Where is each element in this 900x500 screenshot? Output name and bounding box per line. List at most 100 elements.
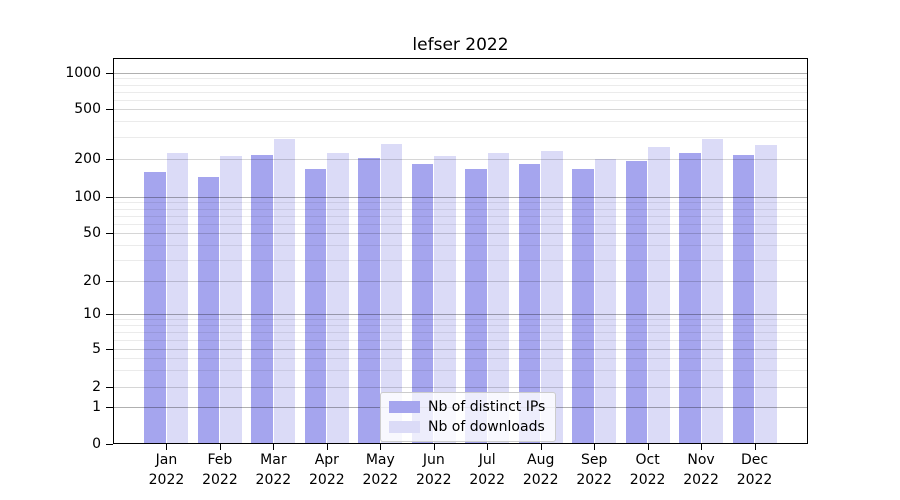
gridline — [114, 314, 807, 315]
bar-distinct-ips-dec — [732, 155, 755, 443]
bar-distinct-ips-jul — [465, 168, 487, 443]
x-tick-label: Dec 2022 — [723, 450, 787, 490]
y-tick — [106, 387, 113, 388]
y-tick-label: 100 — [74, 189, 101, 205]
y-tick — [106, 197, 113, 198]
bar-distinct-ips-may — [358, 157, 380, 443]
bar-distinct-ips-nov — [679, 153, 701, 443]
x-tick — [594, 444, 596, 450]
bar-downloads-aug — [541, 150, 563, 443]
bar-downloads-mar — [273, 139, 296, 443]
x-tick-label-month: May — [365, 452, 395, 468]
x-tick — [701, 444, 703, 450]
chart-title: lefser 2022 — [412, 35, 509, 55]
y-tick-label: 50 — [83, 225, 101, 241]
x-tick — [487, 444, 489, 450]
x-tick-label-month: Aug — [527, 452, 555, 468]
y-tick — [106, 233, 113, 234]
x-tick-label-month: Sep — [580, 452, 608, 468]
x-tick-label-year: 2022 — [522, 472, 559, 488]
x-tick — [540, 444, 542, 450]
x-tick-label: Feb 2022 — [188, 450, 252, 490]
x-tick-label-year: 2022 — [736, 472, 773, 488]
x-tick-label-month: Apr — [314, 452, 339, 468]
x-tick-label-month: Oct — [635, 452, 660, 468]
x-tick-label: May 2022 — [348, 450, 412, 490]
bar-downloads-dec — [755, 144, 777, 443]
gridline — [114, 387, 807, 388]
x-tick-label: Mar 2022 — [241, 450, 305, 490]
y-tick-label: 20 — [83, 273, 101, 289]
x-tick-label: Oct 2022 — [616, 450, 680, 490]
x-tick-label: Sep 2022 — [562, 450, 626, 490]
bar-distinct-ips-oct — [625, 160, 648, 443]
bar-downloads-apr — [327, 153, 349, 443]
gridline — [114, 136, 807, 138]
gridline — [114, 109, 807, 110]
x-tick-label-year: 2022 — [255, 472, 292, 488]
x-tick-label: Jul 2022 — [455, 450, 519, 490]
y-tick — [106, 281, 113, 282]
gridline — [114, 339, 807, 341]
x-tick — [326, 444, 328, 450]
gridline — [114, 202, 807, 204]
legend-label-distinct-ips: Nb of distinct IPs — [428, 399, 546, 415]
x-tick-label: Jan 2022 — [134, 450, 198, 490]
gridline — [114, 208, 807, 210]
x-tick-label-year: 2022 — [202, 472, 238, 488]
y-tick — [106, 407, 113, 408]
x-tick-label-year: 2022 — [415, 472, 452, 488]
y-tick-label: 1 — [92, 399, 101, 415]
legend-item-downloads: Nb of downloads — [389, 419, 545, 435]
x-tick-label-year: 2022 — [683, 472, 719, 488]
x-tick — [754, 444, 756, 450]
gridline — [114, 223, 807, 225]
x-tick-label-month: Mar — [260, 452, 287, 468]
y-tick-label: 200 — [74, 151, 101, 167]
gridline — [114, 259, 807, 261]
gridline — [114, 73, 807, 74]
bar-downloads-may — [380, 144, 403, 443]
x-tick — [273, 444, 275, 450]
x-tick-label: Nov 2022 — [669, 450, 733, 490]
gridline — [114, 370, 807, 372]
gridline — [114, 325, 807, 327]
legend-label-downloads: Nb of downloads — [428, 419, 545, 435]
gridline — [114, 84, 807, 86]
gridline — [114, 244, 807, 246]
x-tick-label-year: 2022 — [148, 472, 185, 488]
gridline — [114, 233, 807, 234]
legend-swatch-distinct-ips — [389, 401, 420, 413]
bar-distinct-ips-mar — [251, 154, 273, 443]
gridline — [114, 91, 807, 93]
bar-downloads-sep — [594, 159, 617, 443]
x-tick-label-year: 2022 — [576, 472, 612, 488]
x-tick — [380, 444, 382, 450]
gridline — [114, 197, 807, 198]
gridline — [114, 99, 807, 101]
bar-downloads-nov — [701, 138, 724, 443]
x-tick — [219, 444, 221, 450]
y-tick-label: 2 — [92, 379, 101, 395]
x-tick-label-month: Dec — [740, 452, 769, 468]
gridline — [114, 319, 807, 321]
gridline — [114, 78, 807, 80]
y-tick — [106, 349, 113, 350]
x-tick-label: Jun 2022 — [402, 450, 466, 490]
y-tick — [106, 109, 113, 110]
y-tick-label: 500 — [74, 101, 101, 117]
gridline — [114, 281, 807, 282]
bar-distinct-ips-sep — [572, 168, 594, 443]
y-tick-label: 0 — [92, 436, 101, 452]
bar-distinct-ips-feb — [197, 177, 220, 443]
x-tick-label: Apr 2022 — [295, 450, 359, 490]
bar-downloads-jun — [434, 156, 456, 443]
gridline — [114, 349, 807, 350]
y-tick-label: 10 — [83, 306, 101, 322]
y-tick — [106, 159, 113, 160]
bar-downloads-feb — [220, 156, 242, 443]
y-tick — [106, 314, 113, 315]
bar-distinct-ips-jun — [411, 163, 434, 443]
x-tick-label-month: Jun — [422, 452, 445, 468]
